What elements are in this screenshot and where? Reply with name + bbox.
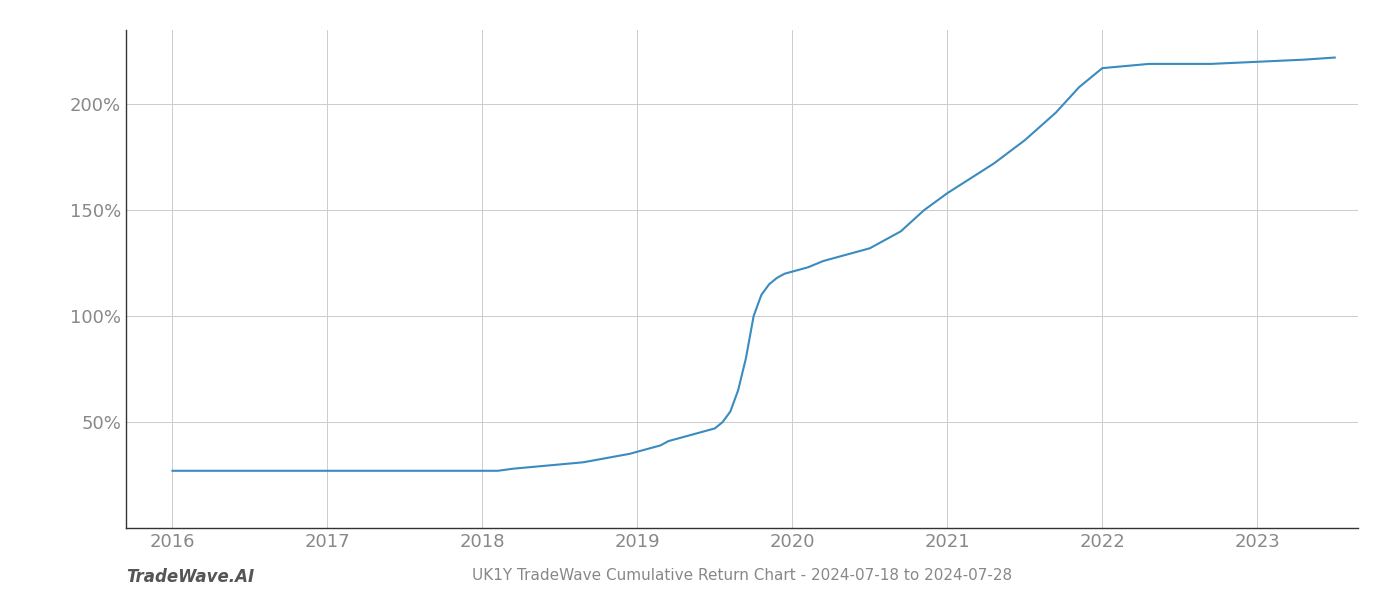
Text: TradeWave.AI: TradeWave.AI bbox=[126, 568, 255, 586]
Text: UK1Y TradeWave Cumulative Return Chart - 2024-07-18 to 2024-07-28: UK1Y TradeWave Cumulative Return Chart -… bbox=[472, 568, 1012, 583]
